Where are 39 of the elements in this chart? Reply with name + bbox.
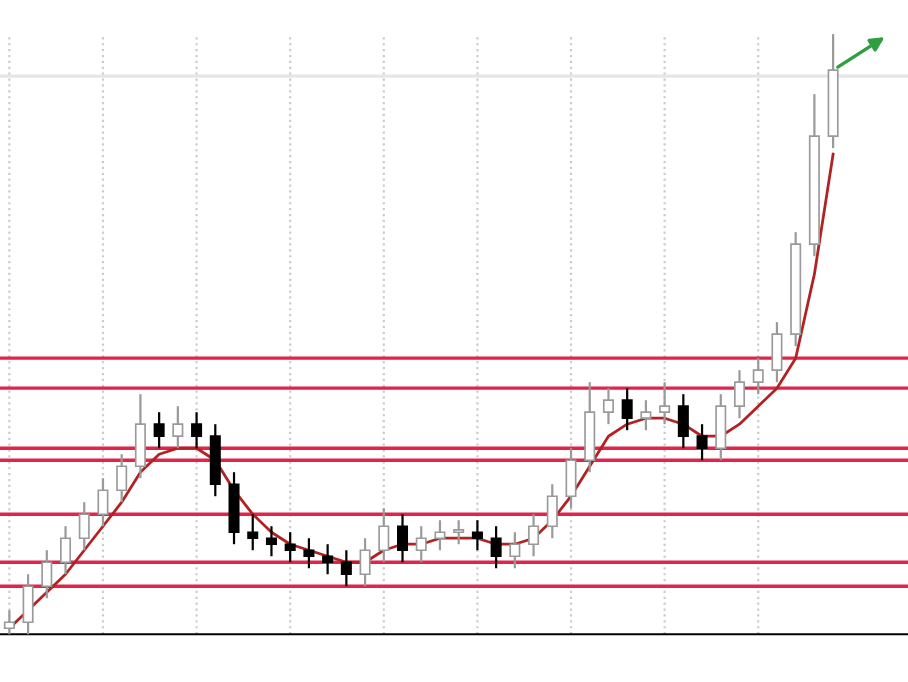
candlestick <box>359 537 371 588</box>
candlestick <box>752 357 764 396</box>
candlestick <box>490 525 502 570</box>
candlestick <box>528 513 540 558</box>
candlestick <box>621 387 633 432</box>
candlestick <box>191 411 203 450</box>
candlestick <box>677 393 689 450</box>
candlestick <box>322 543 334 576</box>
candlestick <box>78 501 90 552</box>
candlestick <box>659 381 671 426</box>
candlestick <box>696 423 708 462</box>
candlestick <box>771 321 783 384</box>
candlestick <box>60 525 72 576</box>
candlestick <box>303 537 315 570</box>
candlestick <box>733 369 746 420</box>
candlestick <box>3 609 15 636</box>
candlestick <box>378 507 390 564</box>
candlestick <box>116 453 128 504</box>
candlestick <box>153 411 165 450</box>
candlestick <box>715 393 727 462</box>
candlestick <box>602 387 614 426</box>
candlestick <box>172 405 184 450</box>
candlestick <box>434 519 446 552</box>
candlestick <box>41 549 53 600</box>
candlestick <box>453 519 465 546</box>
candlestick <box>97 477 109 528</box>
candlestick <box>397 513 409 564</box>
candlestick <box>640 399 652 432</box>
candlestick <box>546 483 558 540</box>
candlestick <box>415 525 427 564</box>
candlestick <box>22 573 34 636</box>
candlestick <box>565 447 577 510</box>
candlestick <box>247 513 259 552</box>
candlestick <box>340 549 352 588</box>
candlestick <box>265 525 277 558</box>
candlestick <box>509 531 521 570</box>
candlestick <box>134 393 146 480</box>
candlestick <box>284 531 296 564</box>
candlestick <box>471 519 483 552</box>
